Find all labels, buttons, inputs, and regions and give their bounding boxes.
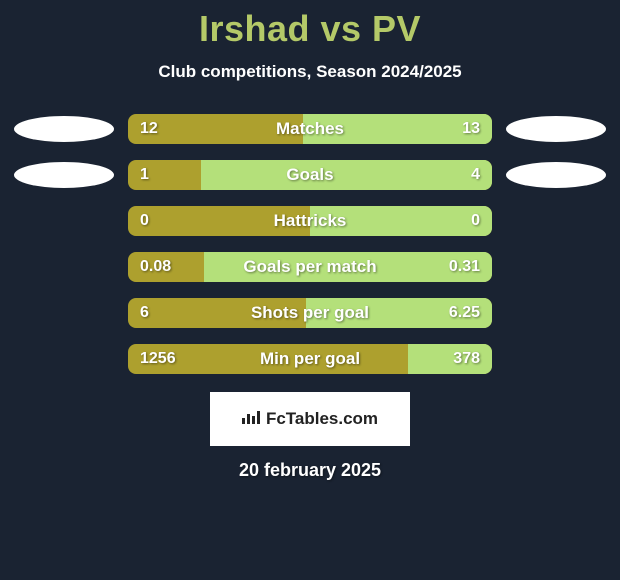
stat-label: Shots per goal [128,298,492,328]
stat-value-right: 0.31 [449,252,480,282]
stat-value-right: 6.25 [449,298,480,328]
ellipse-icon [506,116,606,142]
date-label: 20 february 2025 [0,460,620,481]
stat-row: 6Shots per goal6.25 [0,298,620,328]
ellipse-icon [14,162,114,188]
team-badge-left [10,162,118,188]
stat-label: Goals [128,160,492,190]
stat-bar: 0.08Goals per match0.31 [128,252,492,282]
chart-icon [242,410,260,429]
stat-row: 12Matches13 [0,114,620,144]
stat-value-right: 13 [462,114,480,144]
team-badge-left [10,116,118,142]
stat-label: Min per goal [128,344,492,374]
logo-text: FcTables.com [266,409,378,429]
stat-bar: 0Hattricks0 [128,206,492,236]
stat-value-right: 0 [471,206,480,236]
stat-bar: 1256Min per goal378 [128,344,492,374]
stat-bar: 12Matches13 [128,114,492,144]
stat-bar: 1Goals4 [128,160,492,190]
stat-label: Matches [128,114,492,144]
stat-label: Goals per match [128,252,492,282]
stat-value-right: 4 [471,160,480,190]
ellipse-icon [14,116,114,142]
stat-value-right: 378 [453,344,480,374]
stat-bar: 6Shots per goal6.25 [128,298,492,328]
ellipse-icon [506,162,606,188]
stat-row: 1Goals4 [0,160,620,190]
stat-row: 1256Min per goal378 [0,344,620,374]
stat-label: Hattricks [128,206,492,236]
stats-list: 12Matches13 1Goals4 0Hattricks0 0.08Goals p… [0,114,620,374]
stat-row: 0.08Goals per match0.31 [0,252,620,282]
stat-row: 0Hattricks0 [0,206,620,236]
subtitle: Club competitions, Season 2024/2025 [0,62,620,82]
comparison-card: Irshad vs PV Club competitions, Season 2… [0,0,620,481]
team-badge-right [502,116,610,142]
page-title: Irshad vs PV [0,8,620,50]
logo-badge: FcTables.com [210,392,410,446]
team-badge-right [502,162,610,188]
